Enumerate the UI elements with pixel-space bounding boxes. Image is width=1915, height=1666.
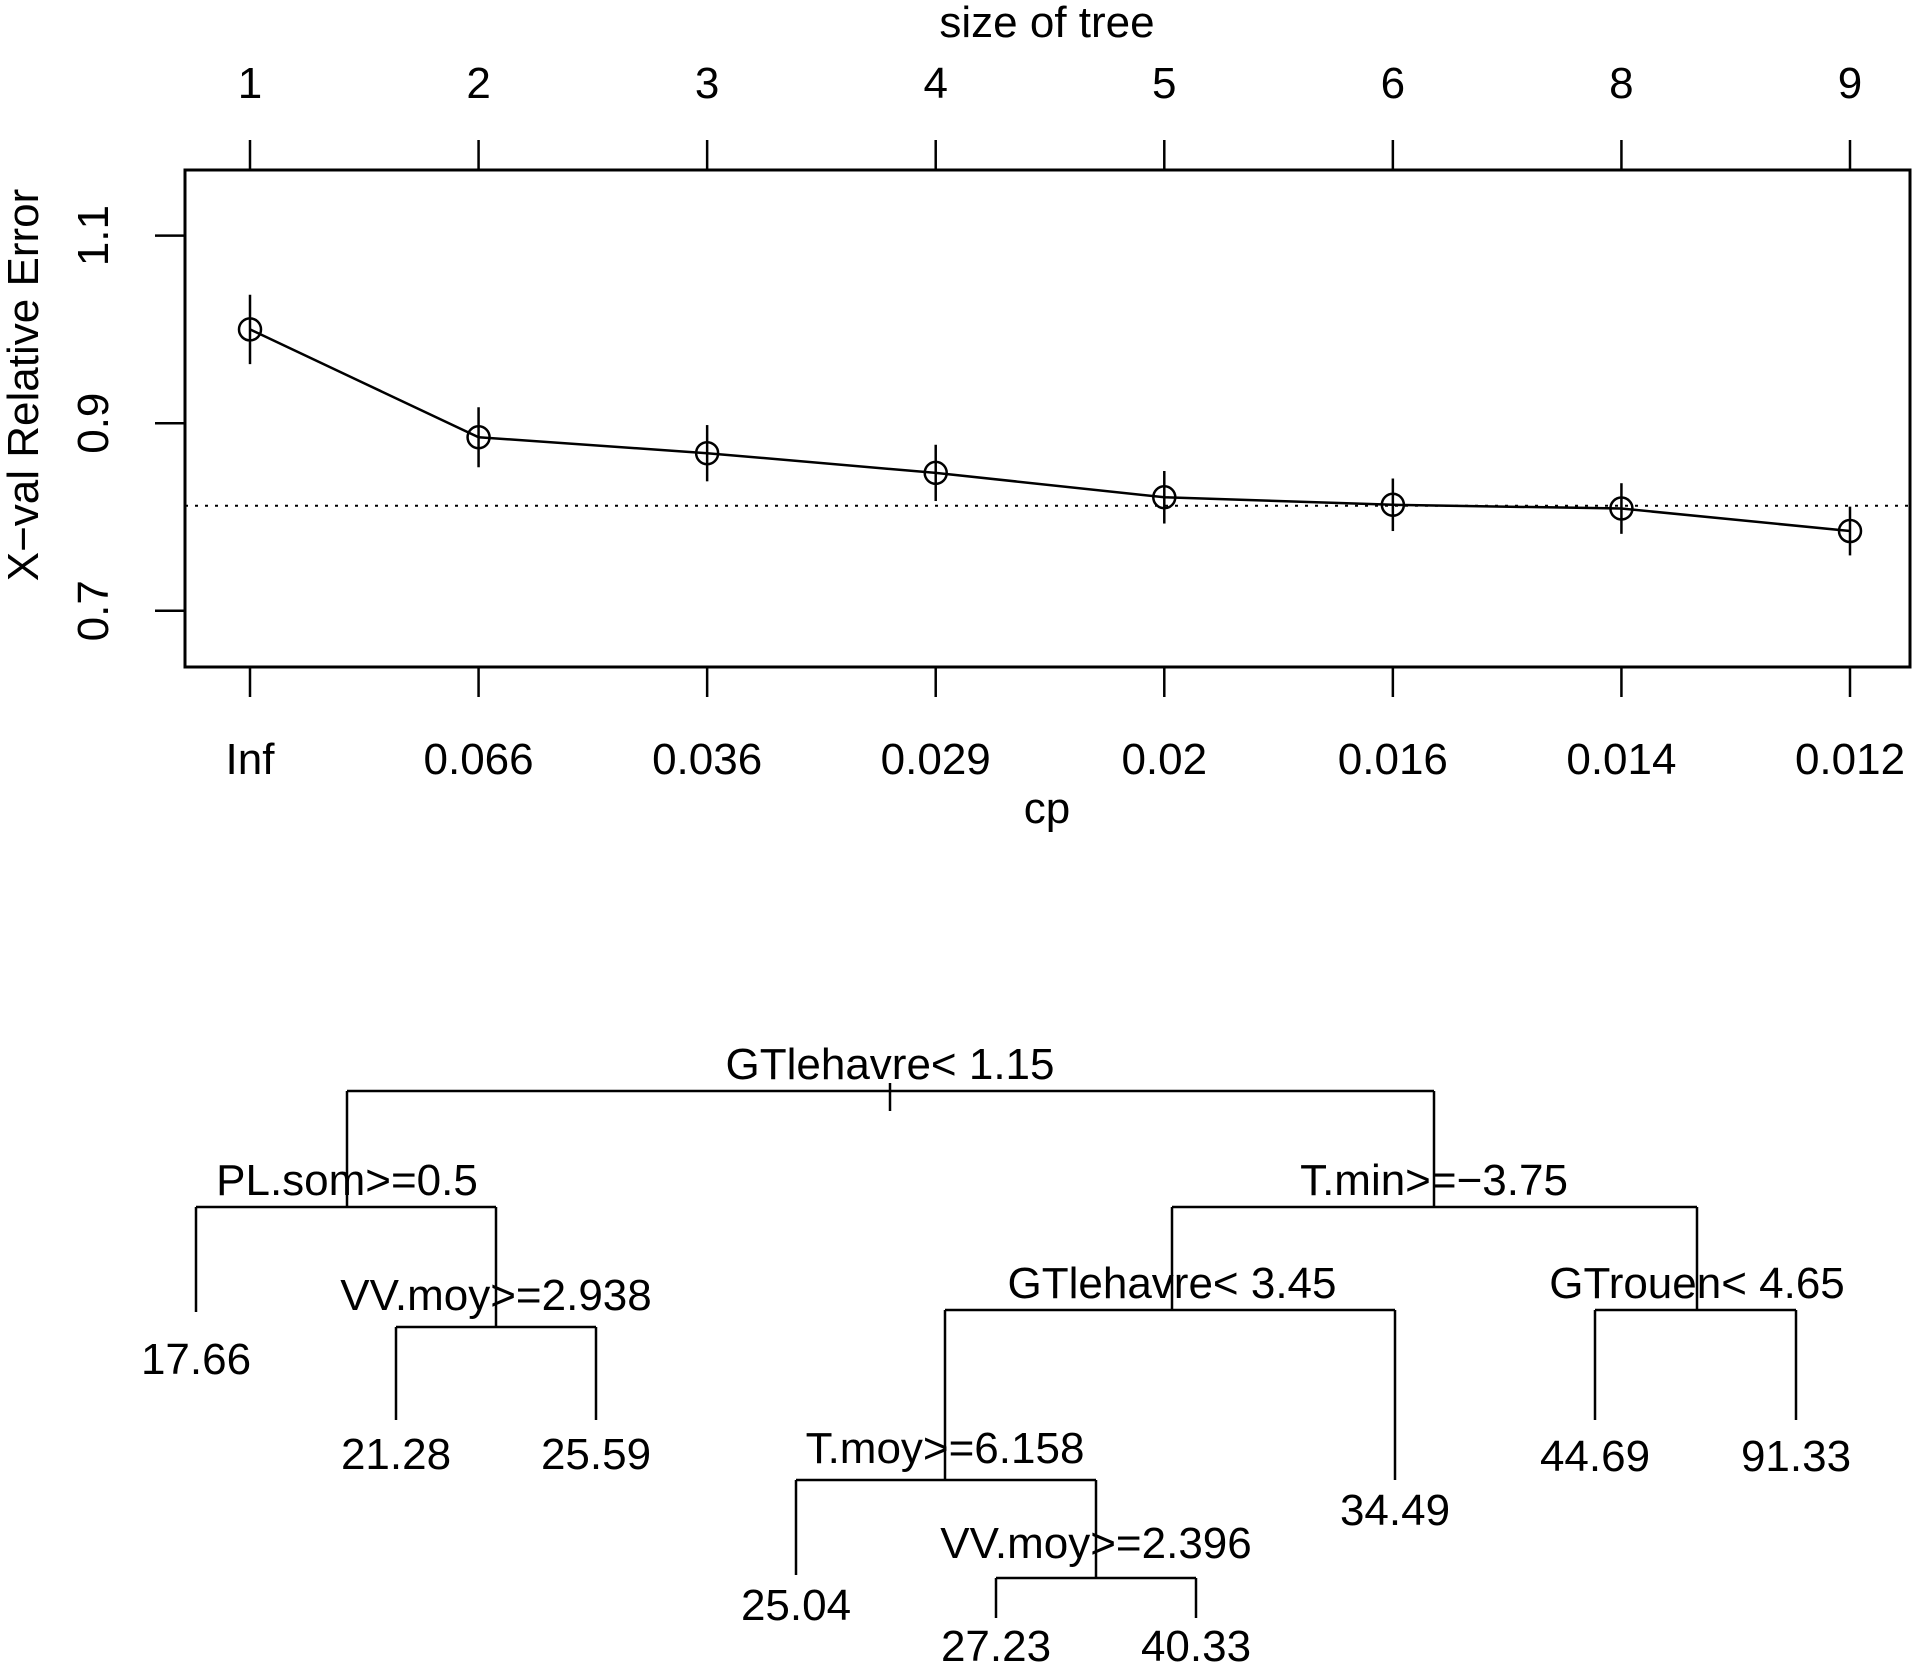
node-left-label: PL.som>=0.5 <box>216 1156 478 1205</box>
top-tick-label: 3 <box>695 59 719 108</box>
bottom-tick-label: 0.016 <box>1338 735 1448 784</box>
node-right-left-left-right-label: VV.moy>=2.396 <box>940 1519 1252 1568</box>
leaf-label: 25.04 <box>741 1581 851 1630</box>
left-tick-label: 1.1 <box>69 205 118 266</box>
leaf-label: 25.59 <box>541 1430 651 1479</box>
leaf-label: 44.69 <box>1540 1432 1650 1481</box>
top-tick-label: 4 <box>923 59 947 108</box>
bottom-tick-label: Inf <box>226 735 276 784</box>
data-point <box>1609 496 1634 521</box>
top-tick-label: 6 <box>1381 59 1405 108</box>
data-point <box>694 440 720 466</box>
data-point <box>237 317 263 342</box>
top-tick-label: 5 <box>1152 59 1176 108</box>
bottom-tick-label: 0.029 <box>881 735 991 784</box>
y-axis-label: X−val Relative Error <box>0 189 48 581</box>
node-root-label: GTlehavre< 1.15 <box>726 1040 1055 1089</box>
leaf-label: 40.33 <box>1141 1622 1251 1666</box>
bottom-axis: Inf 0.066 0.036 0.029 0.02 0.016 0.014 0.012 <box>226 667 1905 784</box>
left-axis: 0.7 0.9 1.1 <box>69 205 185 641</box>
bottom-tick-label: 0.066 <box>424 735 534 784</box>
data-point <box>466 425 491 450</box>
bottom-tick-label: 0.012 <box>1795 735 1905 784</box>
top-tick-label: 2 <box>466 59 490 108</box>
node-right-left-label: GTlehavre< 3.45 <box>1008 1259 1337 1308</box>
leaf-label: 21.28 <box>341 1430 451 1479</box>
node-right-left-left-label: T.moy>=6.158 <box>806 1424 1085 1473</box>
top-tick-label: 8 <box>1609 59 1633 108</box>
x-axis-label: cp <box>1024 784 1070 833</box>
node-right-right-label: GTrouen< 4.65 <box>1549 1259 1845 1308</box>
data-point <box>1837 518 1863 544</box>
bottom-tick-label: 0.02 <box>1121 735 1207 784</box>
cp-plot: size of tree cp X−val Relative Error 1 2 3… <box>0 0 1912 833</box>
leaf-label: 17.66 <box>141 1335 251 1384</box>
leaf-label: 27.23 <box>941 1622 1051 1666</box>
data-point <box>1380 492 1406 518</box>
node-left-right-label: VV.moy>=2.938 <box>340 1271 652 1320</box>
top-axis-label: size of tree <box>939 0 1154 47</box>
leaf-label: 91.33 <box>1741 1432 1851 1481</box>
series-points <box>237 294 1863 556</box>
node-right-label: T.min>=−3.75 <box>1300 1156 1568 1205</box>
plot-frame <box>183 168 1912 669</box>
left-tick-label: 0.7 <box>69 580 118 641</box>
bottom-tick-label: 0.036 <box>652 735 762 784</box>
bottom-tick-label: 0.014 <box>1566 735 1676 784</box>
leaf-label: 34.49 <box>1340 1486 1450 1535</box>
left-tick-label: 0.9 <box>69 393 118 454</box>
top-tick-label: 9 <box>1838 59 1862 108</box>
top-tick-label: 1 <box>238 59 262 108</box>
regression-tree <box>194 1083 1798 1618</box>
series-line <box>249 328 1851 533</box>
data-point <box>923 460 948 486</box>
top-axis: 1 2 3 4 5 6 8 9 <box>238 59 1862 170</box>
data-point <box>1152 485 1177 510</box>
